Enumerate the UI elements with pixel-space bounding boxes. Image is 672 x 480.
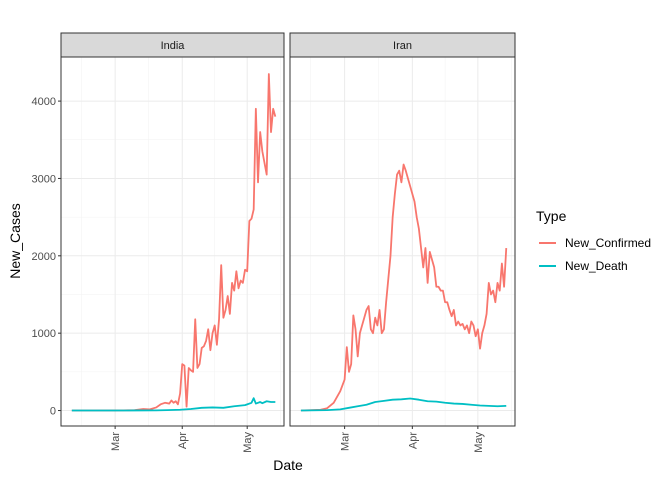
y-tick-label: 1000 [32, 328, 56, 340]
legend-item-new-death: New_Death [539, 259, 628, 273]
legend-label-new-death: New_Death [565, 259, 628, 273]
panel-india: India [60, 32, 285, 427]
x-axis: Mar Apr May Mar Apr May [110, 426, 485, 453]
panel-iran: Iran [289, 32, 516, 427]
x-tick-label: May [473, 432, 485, 453]
series-layer [300, 163, 508, 412]
x-tick-label: Apr [407, 432, 419, 449]
strip-label-india: India [161, 40, 186, 52]
y-axis: 0 1000 2000 3000 4000 [32, 96, 61, 418]
strip-background [60, 32, 285, 58]
legend: Type New_Confirmed New_Death [536, 208, 651, 273]
series-line-new-confirmed-india [71, 73, 277, 412]
x-tick-label: Mar [110, 432, 122, 451]
strip-label-iran: Iran [393, 40, 412, 52]
panel-background [61, 57, 284, 426]
y-axis-title: New_Cases [7, 203, 23, 278]
series-layer [71, 73, 277, 412]
panel-border [60, 56, 285, 427]
series-line-new-death-iran [300, 397, 507, 412]
x-tick-label: Mar [340, 432, 352, 451]
series-line-new-death-india [71, 397, 276, 412]
y-tick-label: 3000 [32, 173, 56, 185]
x-tick-label: May [242, 432, 254, 453]
legend-label-new-confirmed: New_Confirmed [565, 236, 651, 250]
x-tick-label: Apr [177, 432, 189, 449]
legend-item-new-confirmed: New_Confirmed [539, 236, 651, 250]
series-line-new-confirmed-iran [300, 163, 508, 412]
y-tick-label: 4000 [32, 96, 56, 108]
x-axis-title: Date [273, 457, 303, 473]
strip-background [289, 32, 516, 58]
panel-border [289, 56, 516, 427]
legend-title: Type [536, 208, 567, 224]
panel-background [290, 57, 515, 426]
y-tick-label: 2000 [32, 251, 56, 263]
y-tick-label: 0 [50, 406, 56, 418]
